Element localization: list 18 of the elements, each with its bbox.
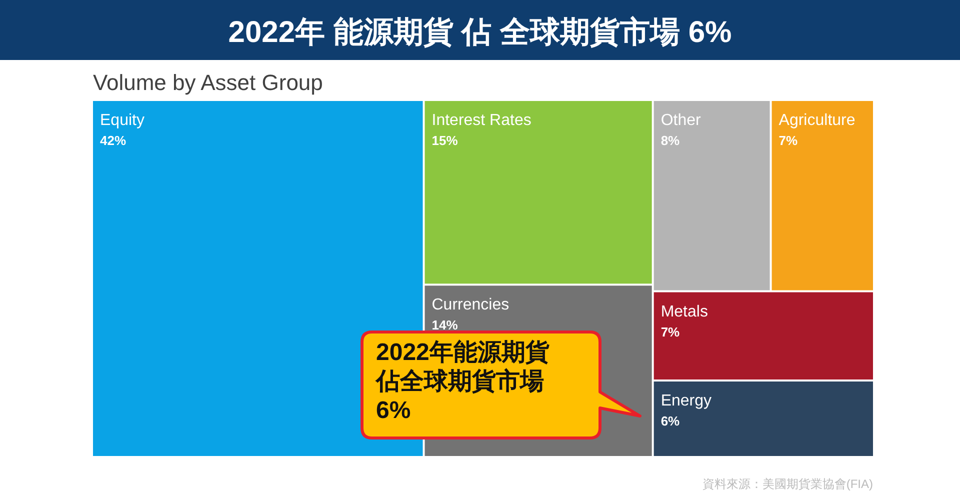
category-label: Other — [660, 112, 702, 129]
data-label: 14% — [432, 318, 458, 333]
category-label: Interest Rates — [432, 112, 532, 129]
category-label: Equity — [100, 112, 144, 129]
text: 2022年 能源期貨 佔 全球期貨市場 6% — [228, 15, 732, 49]
category-label: Agriculture — [778, 112, 856, 129]
data-label: 6% — [660, 414, 680, 428]
category-label: Energy — [660, 392, 712, 410]
category-label: Currencies — [432, 296, 510, 314]
data-label: 42% — [100, 133, 126, 148]
data-label: 7% — [660, 324, 680, 340]
text: 2022年能源期貨佔全球期貨市場6% — [375, 339, 550, 424]
data-label: 15% — [432, 133, 458, 148]
data-label: 7% — [778, 133, 798, 148]
source-note: 資料來源：美國期貨業協會(FIA) — [702, 477, 873, 491]
data-label: 8% — [660, 133, 680, 148]
text: Volume by Asset Group — [93, 70, 323, 95]
category-label: Metals — [660, 303, 708, 320]
